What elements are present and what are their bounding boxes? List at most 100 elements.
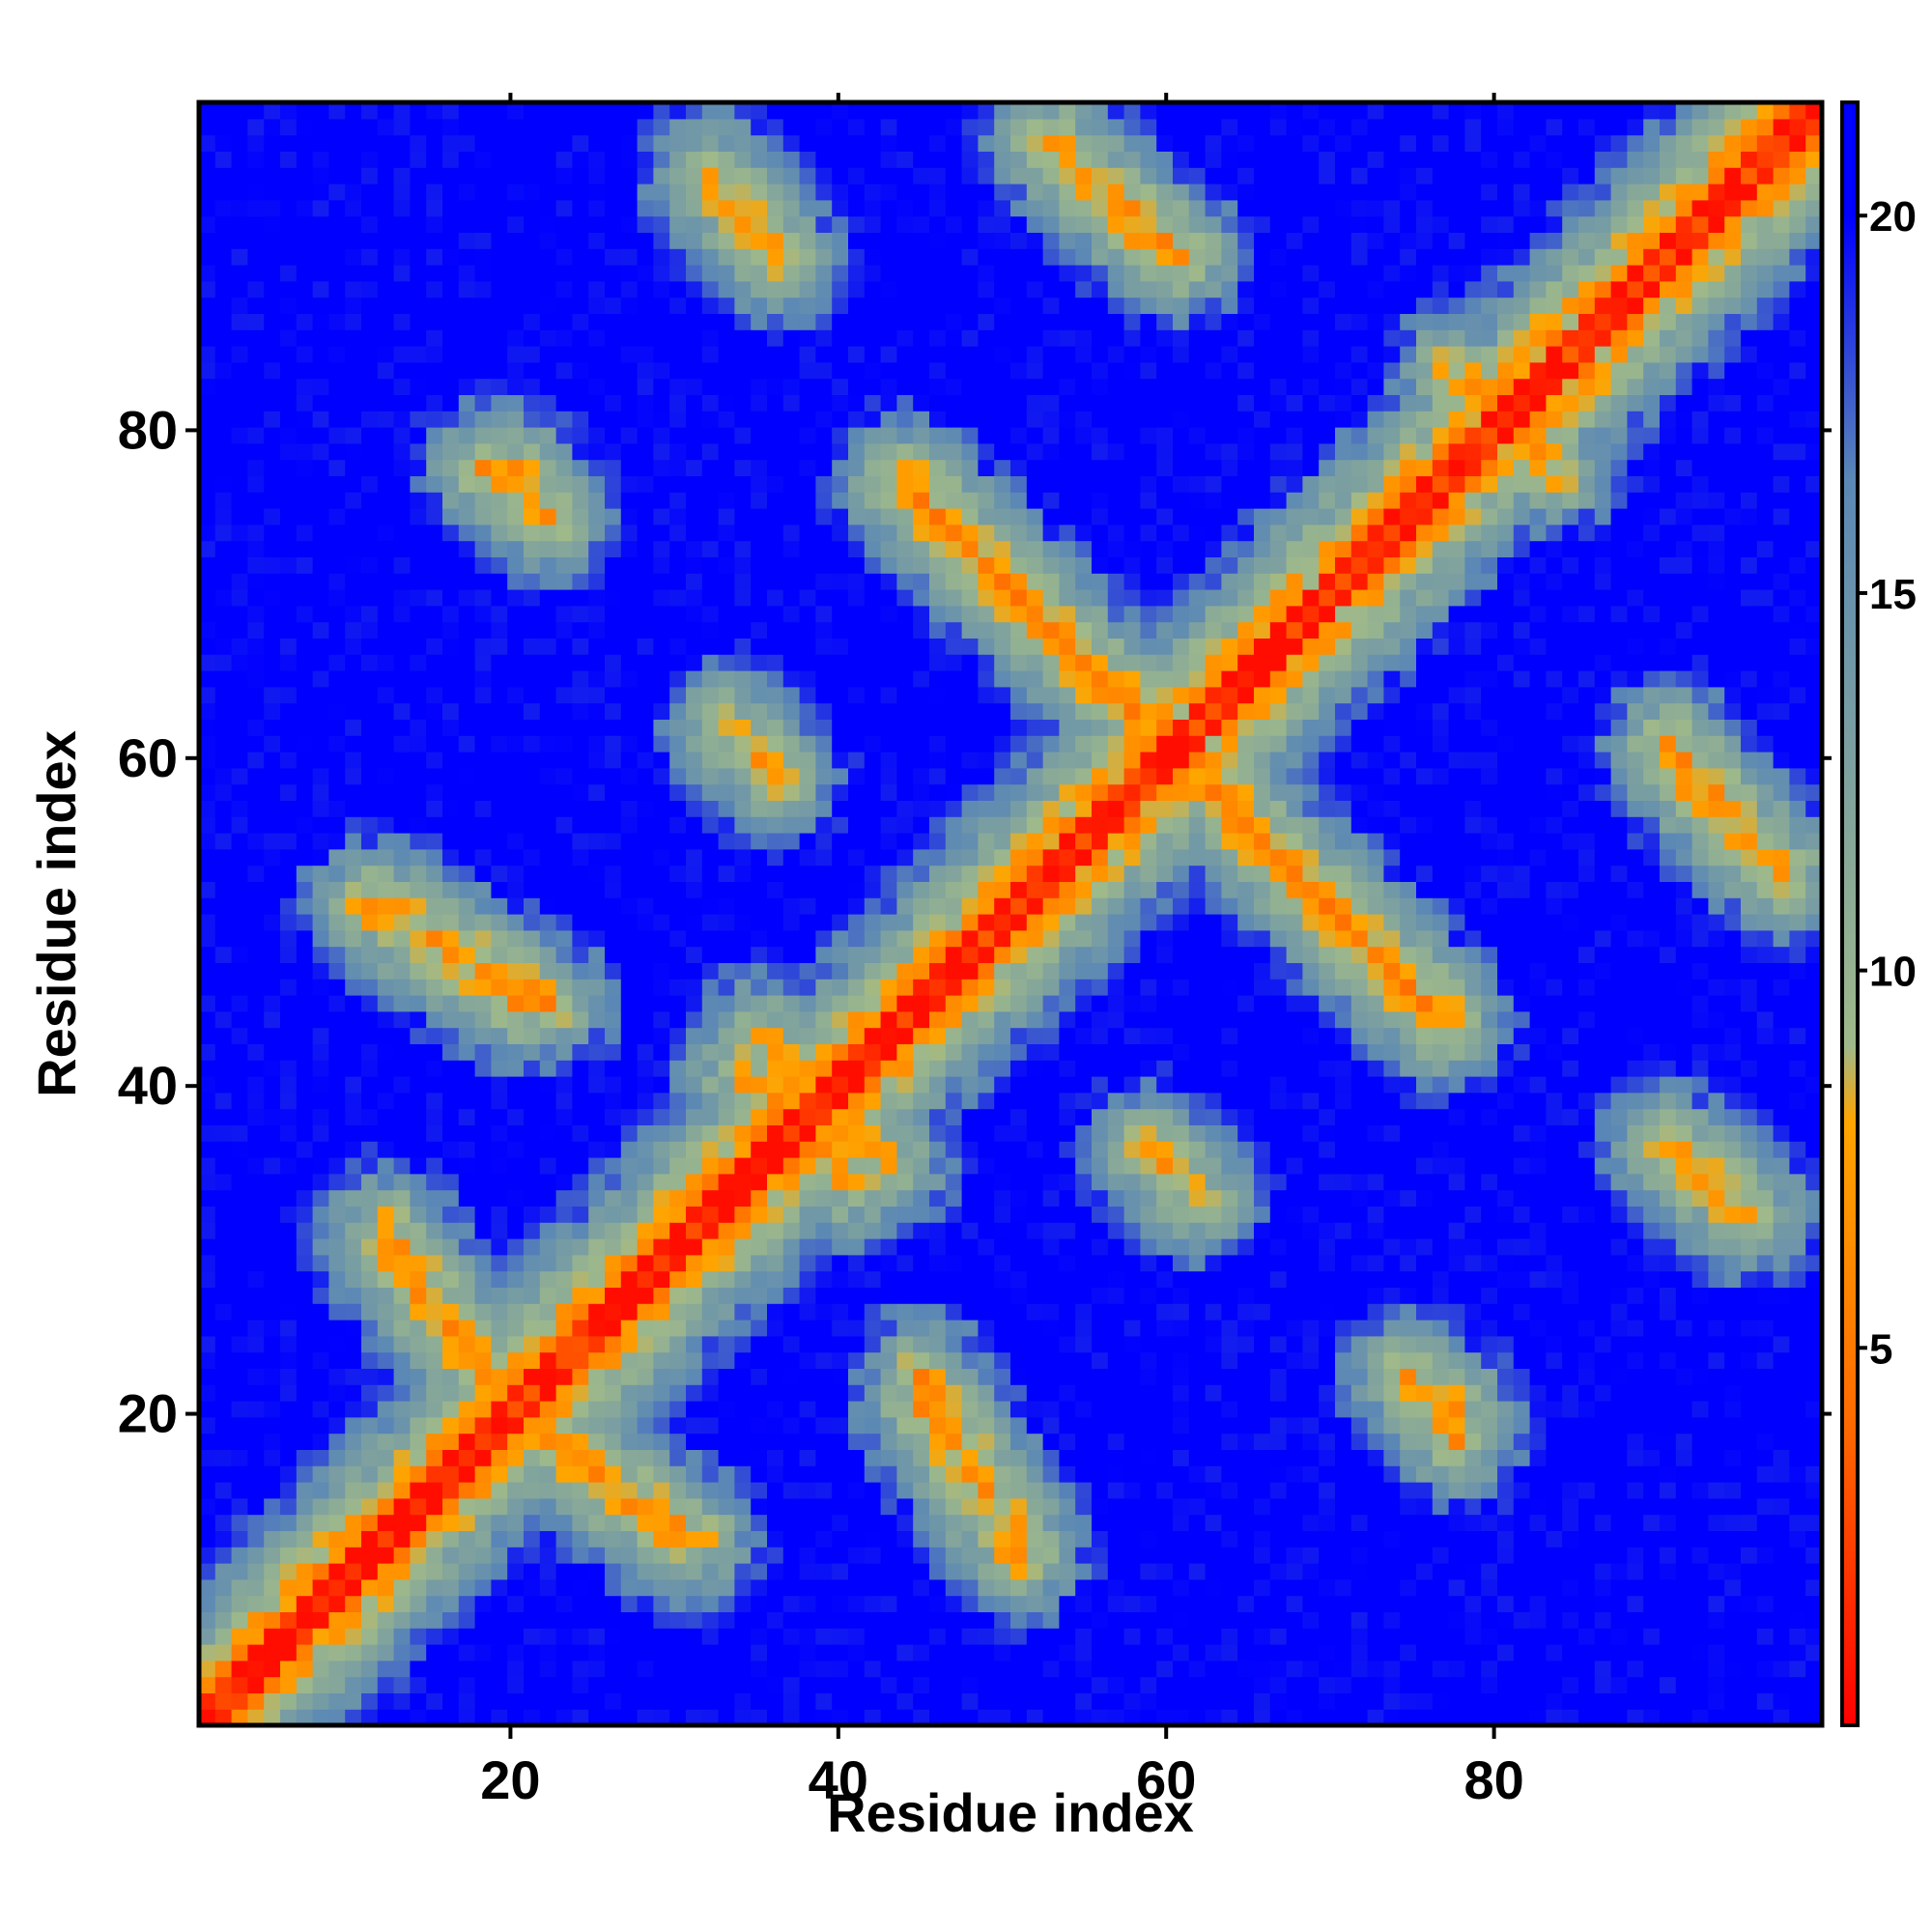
heatmap-cell xyxy=(637,1173,654,1191)
heatmap-cell xyxy=(653,865,670,882)
heatmap-cell xyxy=(588,1578,606,1597)
heatmap-cell xyxy=(751,1595,768,1612)
heatmap-cell xyxy=(588,1108,606,1125)
heatmap-cell xyxy=(393,1157,411,1175)
heatmap-cell xyxy=(572,346,589,363)
heatmap-cell xyxy=(377,329,395,347)
heatmap-cell xyxy=(782,394,801,412)
heatmap-cell xyxy=(864,670,882,688)
heatmap-cell xyxy=(214,621,233,639)
heatmap-cell xyxy=(393,232,411,249)
heatmap-cell xyxy=(653,1530,670,1548)
heatmap-cell xyxy=(832,508,849,526)
heatmap-cell xyxy=(620,1092,639,1110)
heatmap-cell xyxy=(491,1254,508,1272)
heatmap-cell xyxy=(328,1043,346,1061)
heatmap-cell xyxy=(637,783,654,801)
heatmap-cell xyxy=(231,1010,248,1029)
heatmap-cell xyxy=(214,508,233,526)
heatmap-cell xyxy=(555,816,573,834)
heatmap-cell xyxy=(815,1384,833,1402)
heatmap-cell xyxy=(653,946,670,963)
heatmap-cell xyxy=(328,1676,346,1693)
heatmap-cell xyxy=(605,1401,622,1418)
heatmap-cell xyxy=(751,783,768,801)
heatmap-cell xyxy=(247,1465,265,1483)
heatmap-cell xyxy=(361,411,379,428)
heatmap-cell xyxy=(214,475,233,493)
heatmap-cell xyxy=(296,605,314,623)
heatmap-cell xyxy=(507,556,525,574)
heatmap-cell xyxy=(361,914,379,931)
heatmap-cell xyxy=(815,605,833,623)
heatmap-cell xyxy=(264,1320,281,1337)
heatmap-cell xyxy=(864,1157,882,1175)
heatmap-cell xyxy=(296,1173,314,1191)
heatmap-cell xyxy=(620,1578,639,1597)
heatmap-cell xyxy=(815,442,833,461)
heatmap-cell xyxy=(491,865,508,882)
heatmap-cell xyxy=(264,442,281,461)
heatmap-cell xyxy=(296,1189,314,1207)
heatmap-cell xyxy=(247,442,265,461)
heatmap-cell xyxy=(264,492,281,509)
heatmap-cell xyxy=(686,329,703,347)
heatmap-cell xyxy=(686,783,703,801)
heatmap-cell xyxy=(782,540,801,557)
heatmap-cell xyxy=(929,313,947,330)
heatmap-cell xyxy=(978,556,995,574)
heatmap-cell xyxy=(474,1416,492,1435)
heatmap-cell xyxy=(524,232,541,249)
heatmap-cell xyxy=(896,621,914,639)
heatmap-cell xyxy=(751,979,768,996)
heatmap-cell xyxy=(507,297,525,314)
heatmap-cell xyxy=(474,151,492,168)
heatmap-cell xyxy=(913,297,930,314)
heatmap-cell xyxy=(620,1335,639,1353)
heatmap-cell xyxy=(474,167,492,185)
heatmap-cell xyxy=(961,313,979,330)
heatmap-cell xyxy=(799,881,816,898)
heatmap-cell xyxy=(280,979,298,996)
heatmap-cell xyxy=(539,394,557,412)
heatmap-cell xyxy=(686,1514,703,1531)
heatmap-cell xyxy=(264,816,281,834)
heatmap-cell xyxy=(312,1320,329,1337)
heatmap-cell xyxy=(718,1644,735,1662)
heatmap-cell xyxy=(945,995,963,1012)
heatmap-cell xyxy=(913,1563,930,1580)
heatmap-cell xyxy=(361,151,379,168)
heatmap-cell xyxy=(718,914,735,931)
heatmap-cell xyxy=(848,670,866,688)
heatmap-cell xyxy=(637,752,654,769)
heatmap-cell xyxy=(961,1482,979,1499)
heatmap-cell xyxy=(572,995,589,1012)
heatmap-cell xyxy=(426,979,443,996)
heatmap-cell xyxy=(199,232,216,249)
heatmap-cell xyxy=(637,1644,654,1662)
heatmap-cell xyxy=(686,1173,703,1191)
heatmap-cell xyxy=(832,1547,849,1564)
heatmap-cell xyxy=(442,1027,460,1044)
heatmap-cell xyxy=(458,816,476,834)
heatmap-cell xyxy=(199,897,216,915)
heatmap-cell xyxy=(214,1416,233,1435)
heatmap-cell xyxy=(799,167,816,185)
heatmap-cell xyxy=(426,1010,443,1029)
heatmap-cell xyxy=(345,508,362,526)
heatmap-cell xyxy=(945,1335,963,1353)
heatmap-cell xyxy=(588,1595,606,1612)
heatmap-cell xyxy=(231,280,248,298)
heatmap-cell xyxy=(214,313,233,330)
heatmap-cell xyxy=(880,459,897,476)
heatmap-cell xyxy=(214,752,233,769)
heatmap-cell xyxy=(539,670,557,688)
heatmap-cell xyxy=(247,1303,265,1321)
heatmap-cell xyxy=(864,800,882,817)
heatmap-cell xyxy=(345,1433,362,1450)
heatmap-cell xyxy=(913,670,930,688)
heatmap-cell xyxy=(555,1497,573,1516)
heatmap-cell xyxy=(701,1676,720,1693)
heatmap-cell xyxy=(474,1076,492,1094)
heatmap-cell xyxy=(896,1433,914,1450)
